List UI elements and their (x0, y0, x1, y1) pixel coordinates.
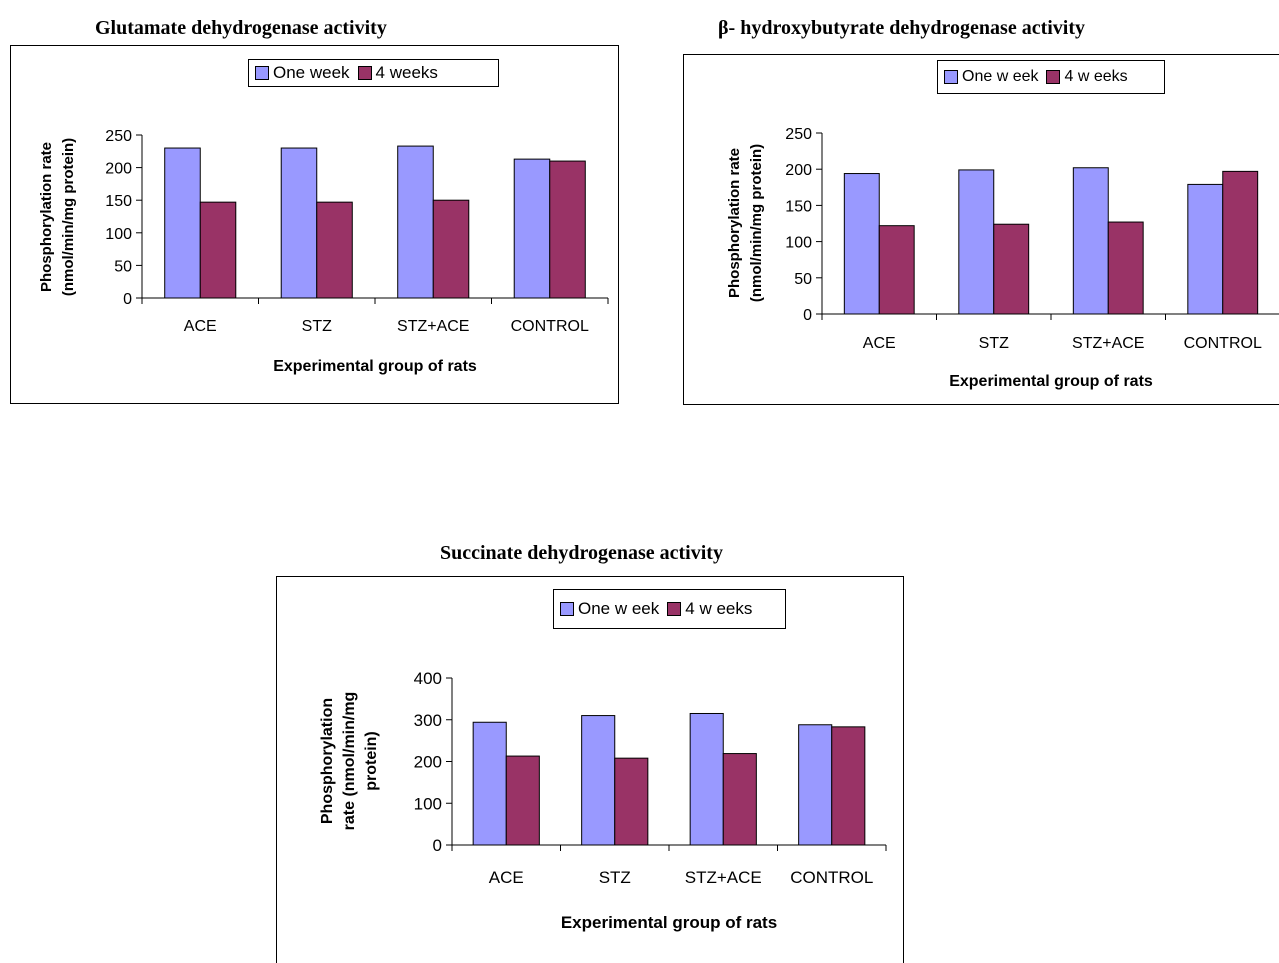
y-tick-label: 50 (114, 258, 132, 275)
chart-title-hydroxybutyrate: β- hydroxybutyrate dehydrogenase activit… (718, 17, 1086, 39)
y-axis-label: Phosphorylation (319, 698, 336, 824)
chart-glutamate: 0 50 100 150 200 250 ACE STZ STZ+ACE CONTROL Exper… (10, 45, 619, 404)
x-tick-label: STZ (599, 868, 631, 887)
y-tick-label: 200 (414, 753, 442, 772)
legend-item-4-weeks: 4 weeks (357, 63, 438, 83)
x-axis-label: Experimental group of rats (949, 373, 1153, 390)
y-axis-label: Phosphorylation rate (38, 142, 55, 292)
x-tick-label: ACE (184, 318, 217, 335)
legend-label-one-week: One w eek (578, 599, 660, 618)
bar-4-weeks (1107, 221, 1144, 315)
legend-glutamate: One week 4 weeks (248, 59, 499, 87)
bar-4-weeks (316, 201, 353, 299)
bar-4-weeks (878, 225, 915, 315)
x-tick-label: STZ+ACE (685, 868, 762, 887)
bar-one-week (581, 715, 616, 846)
legend-item-4-weeks: 4 w eeks (1046, 68, 1128, 86)
y-tick-label: 400 (414, 669, 442, 688)
x-tick-label: CONTROL (1184, 335, 1262, 352)
y-tick-label: 0 (803, 307, 812, 324)
bar-one-week (472, 721, 507, 846)
plot-succinate: 0 100 200 300 400 ACE STZ STZ+ACE CONTROL Experim… (319, 669, 887, 932)
x-tick-label: CONTROL (790, 868, 873, 887)
y-axis-label: protein) (363, 731, 380, 791)
bar-4-weeks (831, 726, 866, 846)
y-tick-label: 200 (785, 162, 812, 179)
legend-item-one-week: One w eek (560, 599, 659, 619)
legend-succinate: One w eek 4 w eeks (553, 589, 786, 629)
y-tick-label: 0 (123, 291, 132, 308)
bar-one-week (164, 147, 201, 299)
y-axis-label: Phosphorylation rate (726, 148, 743, 298)
legend-label-4-weeks: 4 w eeks (1064, 68, 1128, 85)
y-tick-label: 150 (785, 198, 812, 215)
bar-one-week (513, 158, 551, 299)
y-tick-label: 100 (785, 235, 812, 252)
y-axis-label: (nmol/min/mg protein) (60, 138, 77, 296)
bar-one-week (798, 724, 833, 846)
legend-hydroxybutyrate: One w eek 4 w eeks (937, 60, 1165, 94)
bar-4-weeks (199, 201, 237, 299)
y-tick-label: 0 (433, 836, 442, 855)
x-tick-label: STZ (979, 335, 1009, 352)
chart-title-glutamate: Glutamate dehydrogenase activity (95, 17, 387, 39)
legend-label-one-week: One w eek (962, 68, 1039, 85)
x-tick-label: STZ (302, 318, 332, 335)
bar-one-week (280, 147, 318, 299)
y-tick-label: 250 (785, 126, 812, 143)
y-tick-label: 50 (794, 271, 812, 288)
legend-swatch-4-weeks (357, 66, 372, 80)
legend-label-4-weeks: 4 w eeks (685, 599, 753, 618)
bar-4-weeks (549, 160, 586, 299)
y-tick-label: 150 (105, 193, 132, 210)
legend-swatch-one-week (255, 66, 269, 80)
y-tick-label: 100 (414, 794, 442, 813)
bar-one-week (397, 145, 434, 299)
y-tick-label: 250 (105, 128, 132, 145)
bar-4-weeks (432, 199, 470, 299)
x-tick-label: STZ+ACE (1072, 335, 1144, 352)
legend-swatch-one-week (944, 70, 958, 84)
legend-item-one-week: One week (255, 63, 350, 83)
y-tick-label: 300 (414, 711, 442, 730)
x-axis-label: Experimental group of rats (273, 358, 477, 375)
bar-4-weeks (1222, 170, 1259, 315)
legend-swatch-one-week (560, 602, 574, 616)
y-tick-label: 200 (105, 161, 132, 178)
bar-4-weeks (993, 223, 1030, 315)
chart-hydroxybutyrate: 0 50 100 150 200 250 ACE STZ STZ+ACE CONTROL Exper… (683, 54, 1279, 405)
legend-item-4-weeks: 4 w eeks (667, 599, 752, 619)
plot-hydroxybutyrate: 0 50 100 150 200 250 ACE STZ STZ+ACE CONTROL Exper… (726, 126, 1279, 390)
legend-label-4-weeks: 4 weeks (375, 63, 438, 82)
legend-item-one-week: One w eek (944, 68, 1038, 86)
bar-4-weeks (614, 757, 649, 846)
y-axis-label: (nmol/min/mg protein) (748, 144, 765, 302)
bar-4-weeks (505, 755, 540, 846)
legend-swatch-4-weeks (667, 602, 682, 616)
legend-swatch-4-weeks (1046, 70, 1061, 84)
chart-succinate: 0 100 200 300 400 ACE STZ STZ+ACE CONTROL Experim… (276, 576, 904, 963)
bar-one-week (843, 173, 880, 315)
x-tick-label: ACE (489, 868, 524, 887)
bar-one-week (1072, 167, 1109, 315)
chart-title-succinate: Succinate dehydrogenase activity (440, 542, 723, 564)
legend-label-one-week: One week (273, 63, 350, 82)
plot-glutamate: 0 50 100 150 200 250 ACE STZ STZ+ACE CONTROL Exper… (38, 128, 609, 375)
bar-4-weeks (722, 753, 757, 846)
x-tick-label: CONTROL (511, 318, 589, 335)
y-tick-label: 100 (105, 226, 132, 243)
x-tick-label: ACE (863, 335, 896, 352)
bar-one-week (1187, 183, 1224, 315)
bar-one-week (958, 169, 995, 315)
bar-one-week (689, 712, 724, 846)
x-axis-label: Experimental group of rats (561, 913, 777, 932)
x-tick-label: STZ+ACE (397, 318, 469, 335)
y-axis-label: rate (nmol/min/mg (341, 692, 358, 831)
